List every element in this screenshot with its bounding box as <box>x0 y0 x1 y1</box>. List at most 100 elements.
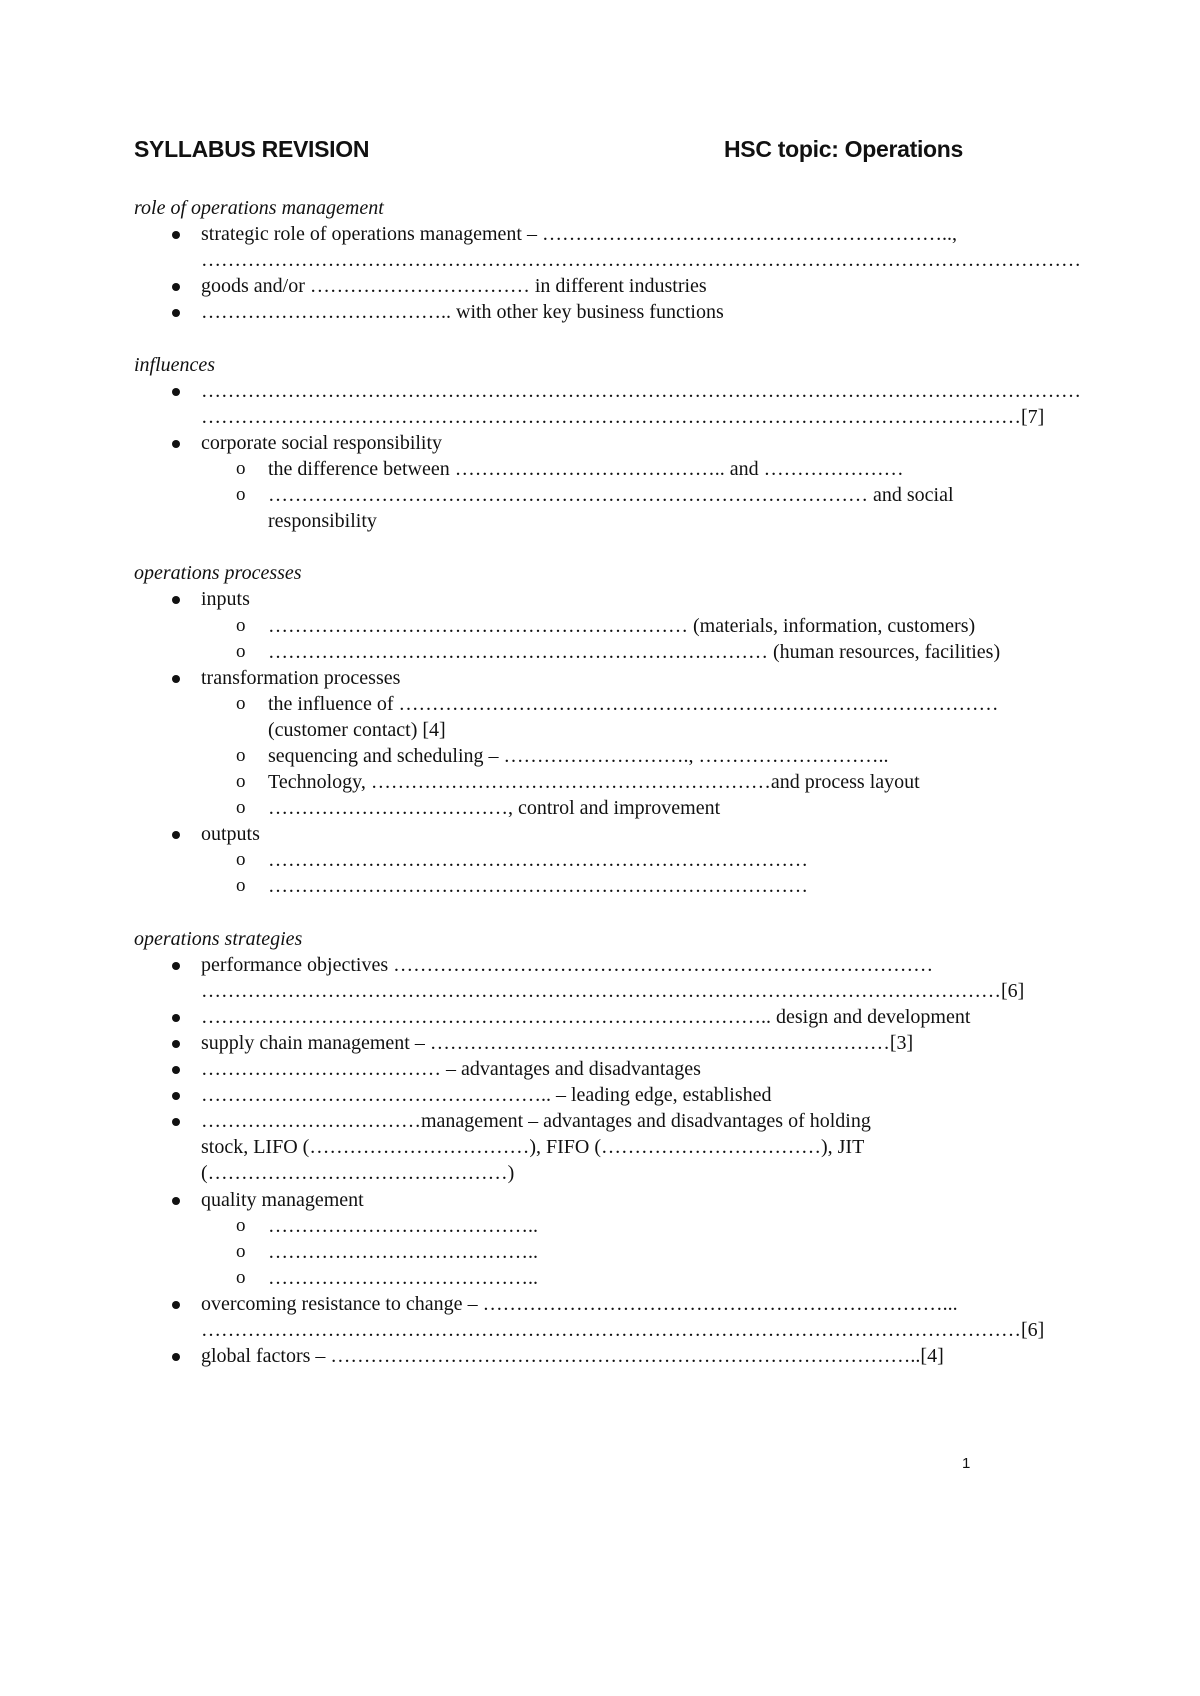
item-text: …………………………………………………………………………………………………………… <box>201 379 1081 402</box>
item-line: overcoming resistance to change – ………………… <box>134 1291 1034 1317</box>
circle-bullet-icon: o <box>236 1240 246 1262</box>
item-line: transformation processes <box>134 665 1034 691</box>
document-title: SYLLABUS REVISION <box>134 136 370 162</box>
item-text: ……………………………………………………… (materials, inform… <box>268 614 976 637</box>
bullet-item: overcoming resistance to change – ………………… <box>134 1291 1044 1343</box>
section-heading: operations strategies <box>134 927 303 950</box>
bullet-item: ……………………………… – advantages and disadvanta… <box>134 1056 1034 1082</box>
item-line: global factors – ……………………………………………………………… <box>134 1343 1034 1369</box>
sub-bullet-item: o ……………………………………………………… (materials, infor… <box>134 613 1034 639</box>
item-line: …………………………………………………………………………………………………………… <box>134 378 1081 404</box>
item-line: responsibility <box>134 508 1034 534</box>
item-line: o ………………………………….. <box>134 1265 1034 1291</box>
item-text: ……………………………… – advantages and disadvanta… <box>201 1058 701 1081</box>
item-line: o ………………………………, control and improvement <box>134 795 1034 821</box>
section-heading: influences <box>134 353 216 376</box>
sub-bullet-item: o ………………………………….. <box>134 1213 1034 1239</box>
item-text: quality management <box>201 1188 364 1211</box>
item-line: corporate social responsibility <box>134 430 1034 456</box>
sub-bullet-item: o ……………………………………………………………………………… and soci… <box>134 482 1034 534</box>
section-heading: role of operations management <box>134 197 384 219</box>
item-text: ……………………………………………………………………… <box>268 849 808 872</box>
item-line: o ………………………………….. <box>134 1239 1034 1265</box>
item-line: (………………………………………) <box>134 1160 1034 1186</box>
item-line: …………………………………………….. – leading edge, esta… <box>134 1082 1034 1108</box>
sub-bullet-item: o ……………………………………………………………………… <box>134 847 1034 873</box>
sub-bullet-item: o sequencing and scheduling – ……………………….,… <box>134 743 1034 769</box>
bullet-item: global factors – ……………………………………………………………… <box>134 1343 1034 1369</box>
item-text: the difference between ………………………………….. a… <box>268 457 904 480</box>
item-text: …………………………………………………………………………………………………………… <box>201 979 1025 1002</box>
item-text: global factors – ……………………………………………………………… <box>201 1345 944 1368</box>
item-text: (customer contact) [4] <box>268 718 446 741</box>
item-text: ………………………………, control and improvement <box>268 797 721 820</box>
bullet-item: transformation processes <box>134 665 1034 691</box>
item-text: strategic role of operations management … <box>201 223 957 246</box>
item-text: …………………………………………….. – leading edge, esta… <box>201 1084 772 1107</box>
item-text: outputs <box>201 823 260 846</box>
circle-bullet-icon: o <box>236 849 246 871</box>
circle-bullet-icon: o <box>236 771 246 793</box>
circle-bullet-icon: o <box>236 744 246 766</box>
section: operations strategies performance objecti… <box>134 926 1044 1370</box>
section: influences ………………………………………………………………………………… <box>134 352 1081 535</box>
item-line: strategic role of operations management … <box>134 221 1034 247</box>
item-line: o ………………………………………………………………… (human resour… <box>134 639 1034 665</box>
circle-bullet-icon: o <box>236 797 246 819</box>
item-text: ………………………………………………………………… (human resourc… <box>268 640 1001 663</box>
item-text: ……………………………………………………………………… <box>268 875 808 898</box>
sub-bullet-item: o the influence of …………………………………………………………… <box>134 691 1034 743</box>
item-text: corporate social responsibility <box>201 431 443 454</box>
item-line: o ……………………………………………………………………………… and soci… <box>134 482 1034 508</box>
section-heading: operations processes <box>134 562 302 585</box>
item-line: o Technology, ……………………………………………………and pro… <box>134 769 1034 795</box>
item-line: ……………………………….. with other key business f… <box>134 299 1034 325</box>
item-line: supply chain management – ……………………………………… <box>134 1030 1034 1056</box>
item-line: o sequencing and scheduling – ……………………….,… <box>134 743 1034 769</box>
item-line: goods and/or …………………………… in different in… <box>134 273 1034 299</box>
sub-bullet-item: o ………………………………………………………………… (human resour… <box>134 639 1034 665</box>
circle-bullet-icon: o <box>236 640 246 662</box>
circle-bullet-icon: o <box>236 457 246 479</box>
sub-bullet-item: o ………………………………….. <box>134 1265 1034 1291</box>
item-line: quality management <box>134 1187 1034 1213</box>
sub-bullet-item: o ……………………………………………………………………… <box>134 873 1034 899</box>
bullet-item: …………………………………………………………………………………………………………… <box>134 378 1081 430</box>
item-line: ……………………………… – advantages and disadvanta… <box>134 1056 1034 1082</box>
sub-bullet-item: o ………………………………….. <box>134 1239 1034 1265</box>
bullet-item: ………………………………………………………………………….. design an… <box>134 1004 1034 1030</box>
item-line: o ……………………………………………………… (materials, infor… <box>134 613 1034 639</box>
item-text: ………………………………………………………………………….. design an… <box>201 1005 971 1028</box>
section: role of operations management strategic r… <box>134 195 1081 325</box>
item-line: o ……………………………………………………………………… <box>134 873 1034 899</box>
item-line: …………………………………………………………………………………………………………… <box>134 247 1081 273</box>
item-line: o the influence of …………………………………………………………… <box>134 691 1034 717</box>
circle-bullet-icon: o <box>236 614 246 636</box>
item-text: inputs <box>201 588 250 611</box>
circle-bullet-icon: o <box>236 1266 246 1288</box>
item-text: ………………………………….. <box>268 1240 538 1263</box>
item-text: …………………………………………………………………………………………………………… <box>201 1319 1045 1342</box>
bullet-item: corporate social responsibility <box>134 430 1034 456</box>
bullet-item: goods and/or …………………………… in different in… <box>134 273 1034 299</box>
item-line: inputs <box>134 586 1034 612</box>
item-text: goods and/or …………………………… in different in… <box>201 275 707 298</box>
item-text: supply chain management – ……………………………………… <box>201 1032 914 1054</box>
item-text: ………………………………….. <box>268 1214 538 1237</box>
item-text: ………………………………….. <box>268 1266 538 1289</box>
bullet-item: strategic role of operations management … <box>134 221 1081 273</box>
bullet-item: ……………………………management – advantages and d… <box>134 1108 1034 1186</box>
bullet-item: ……………………………….. with other key business f… <box>134 299 1034 325</box>
item-text: …………………………………………………………………………………………………………… <box>201 249 1081 272</box>
bullet-item: supply chain management – ……………………………………… <box>134 1030 1034 1056</box>
item-text: sequencing and scheduling – ………………………., … <box>268 744 889 767</box>
item-text: ……………………………………………………………………………… and socia… <box>268 484 954 507</box>
item-text: (………………………………………) <box>201 1162 515 1185</box>
item-line: …………………………………………………………………………………………………………… <box>134 978 1034 1004</box>
item-line: performance objectives ……………………………………………… <box>134 952 1034 978</box>
item-text: stock, LIFO (……………………………), FIFO (…………………… <box>201 1136 865 1159</box>
item-line: …………………………………………………………………………………………………………… <box>134 1317 1044 1343</box>
bullet-item: outputs <box>134 821 1034 847</box>
item-line: ………………………………………………………………………….. design an… <box>134 1004 1034 1030</box>
circle-bullet-icon: o <box>236 875 246 897</box>
